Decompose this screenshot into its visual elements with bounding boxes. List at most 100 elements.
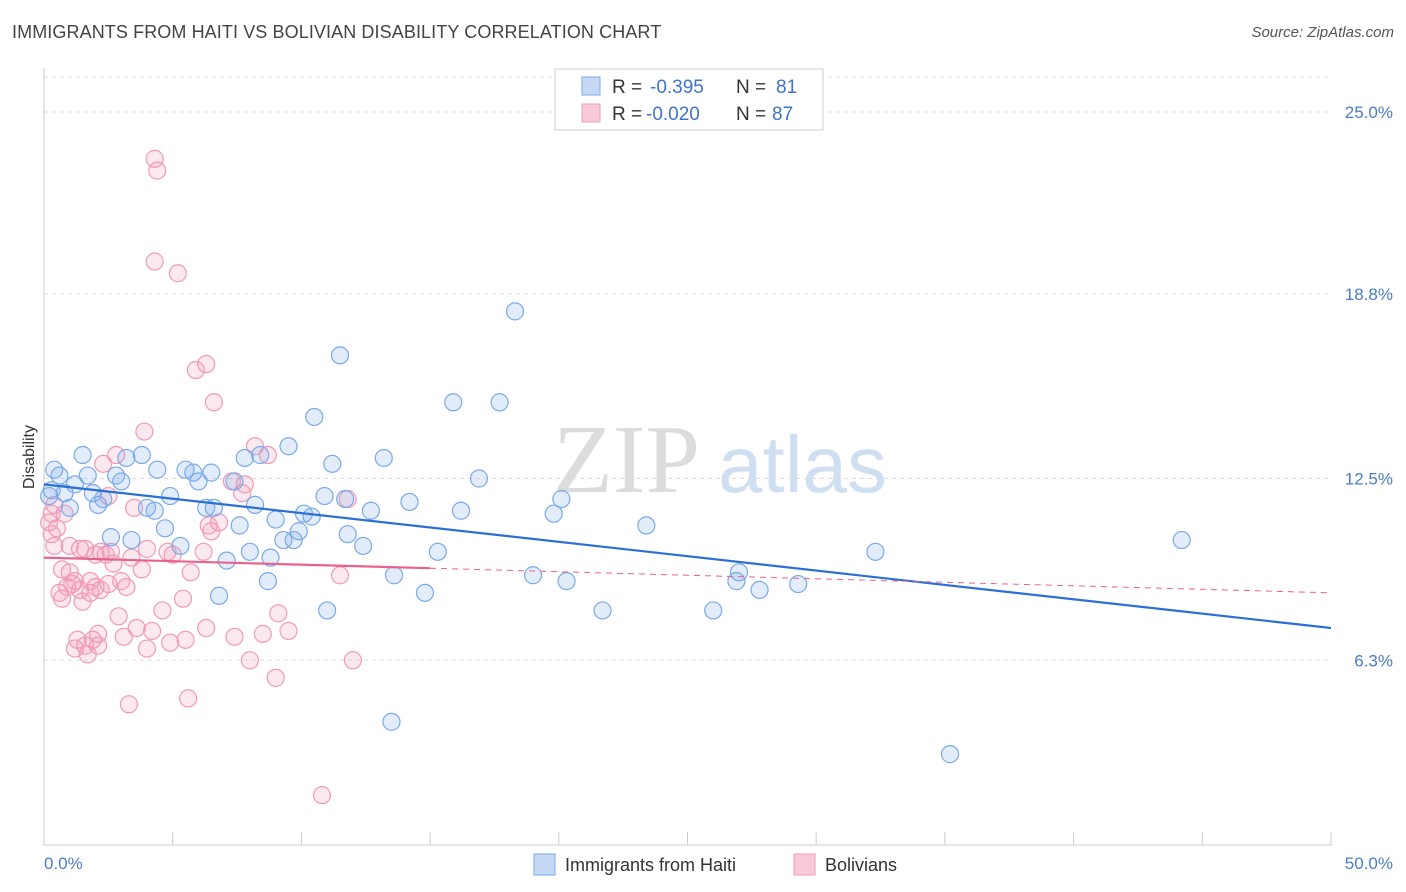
trend-lines <box>43 483 1332 630</box>
bolivia-point <box>245 437 265 456</box>
haiti-point <box>189 472 208 491</box>
haiti-point <box>361 501 380 520</box>
legend-haiti-swatch <box>533 853 556 876</box>
haiti-point <box>148 460 167 479</box>
bolivia-trend-line <box>43 556 431 570</box>
bolivia-point <box>45 495 64 514</box>
haiti-point <box>354 536 373 556</box>
y-tick-label: 18.8% <box>1345 285 1393 304</box>
gridlines <box>44 76 1331 661</box>
watermark-atlas: atlas <box>718 420 887 509</box>
haiti-point <box>729 563 749 582</box>
source-credit: Source: ZipAtlas.com <box>1251 24 1394 41</box>
bolivia-point <box>132 560 151 579</box>
haiti-point <box>866 542 885 561</box>
haiti-point <box>112 472 131 491</box>
bolivia-point <box>88 636 108 655</box>
bolivia-point <box>197 355 216 374</box>
haiti-point <box>444 393 463 412</box>
stats-legend-box: R = -0.395 N = 81 R = -0.020 N = 87 <box>554 68 824 131</box>
y-tick-labels: 6.3% 12.5% 18.8% 25.0% <box>1345 103 1393 670</box>
haiti-n-value: 81 <box>776 77 797 98</box>
haiti-point <box>240 542 260 561</box>
haiti-point <box>251 445 270 465</box>
haiti-point <box>469 469 489 488</box>
haiti-point <box>374 448 393 468</box>
bolivia-point <box>168 264 187 283</box>
haiti-point <box>88 495 108 514</box>
bolivia-point <box>269 604 288 623</box>
haiti-point <box>155 519 175 538</box>
bolivia-point <box>148 161 167 180</box>
bolivia-point <box>153 601 172 620</box>
haiti-point <box>235 448 254 468</box>
bolivia-point <box>225 627 244 646</box>
bolivia-point <box>161 633 180 652</box>
x-ticks: 0.0% 50.0% <box>43 832 1393 873</box>
haiti-point <box>593 601 612 620</box>
haiti-n-label: N = <box>736 77 766 98</box>
bolivia-r-value: -0.020 <box>646 104 700 125</box>
haiti-point <box>305 407 324 427</box>
haiti-point <box>274 530 293 550</box>
bolivia-point <box>127 618 146 638</box>
haiti-point <box>330 346 350 365</box>
haiti-point <box>50 466 69 485</box>
bolivia-point <box>137 539 157 558</box>
bolivia-point <box>145 149 164 168</box>
bolivia-point <box>60 536 79 556</box>
haiti-point <box>217 551 236 570</box>
haiti-point <box>704 601 723 620</box>
haiti-stats-swatch <box>581 76 601 96</box>
bolivia-point <box>106 445 126 465</box>
bolivia-point <box>253 624 272 643</box>
y-tick-label: 6.3% <box>1354 651 1393 670</box>
y-tick-label: 12.5% <box>1345 469 1393 488</box>
bolivia-point <box>197 618 216 638</box>
y-axis-title: Disability <box>21 425 38 489</box>
haiti-point <box>637 516 656 535</box>
haiti-point <box>161 486 180 506</box>
haiti-point <box>279 437 298 456</box>
haiti-point <box>117 448 136 468</box>
y-tick-label: 25.0% <box>1345 103 1393 122</box>
bolivia-point <box>179 689 198 708</box>
haiti-trend-line <box>43 483 1332 630</box>
svg-text:R = -0.020 N =: R = -0.020 N = 87 <box>612 104 793 125</box>
bolivia-point <box>114 627 133 646</box>
haiti-point <box>106 466 126 485</box>
haiti-point <box>338 525 357 544</box>
haiti-point <box>557 572 576 591</box>
bolivia-point <box>76 539 95 558</box>
haiti-point <box>145 501 164 520</box>
bolivia-point <box>112 572 131 591</box>
haiti-r-value: -0.395 <box>650 77 704 98</box>
bolivia-point <box>137 639 157 658</box>
bolivia-point <box>65 572 84 591</box>
legend-haiti-label: Immigrants from Haiti <box>565 855 736 875</box>
haiti-point <box>60 498 79 517</box>
haiti-point <box>230 516 249 535</box>
haiti-point <box>428 542 447 561</box>
haiti-point <box>132 445 151 465</box>
bolivia-point <box>330 566 350 585</box>
haiti-point <box>258 572 278 591</box>
watermark-zip: ZIP <box>553 406 700 514</box>
haiti-point <box>289 522 308 541</box>
haiti-point <box>323 454 342 473</box>
bolivia-point <box>124 498 144 517</box>
bolivia-point <box>145 252 164 271</box>
haiti-r-label: R = <box>612 77 642 98</box>
bolivia-n-value: 87 <box>772 104 793 125</box>
haiti-point <box>94 489 113 509</box>
haiti-point <box>245 495 265 514</box>
haiti-point <box>382 712 401 731</box>
haiti-point <box>45 460 64 479</box>
bolivia-point <box>258 445 278 465</box>
bolivia-point <box>194 542 213 561</box>
bolivia-point <box>83 630 103 649</box>
haiti-point <box>73 445 92 465</box>
haiti-point <box>451 501 471 520</box>
bolivia-stats-swatch <box>581 103 601 123</box>
bolivia-point <box>343 651 362 670</box>
